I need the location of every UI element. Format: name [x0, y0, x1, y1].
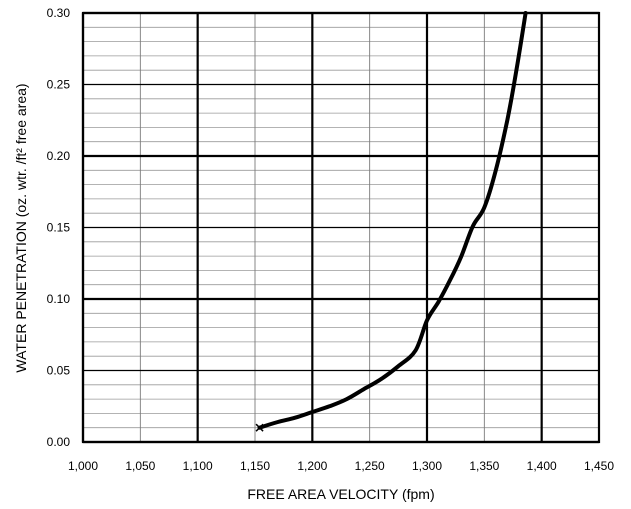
y-tick-labels: 0.00 0.05 0.10 0.15 0.20 0.25 0.30: [47, 6, 71, 449]
data-point-marker: [255, 423, 264, 432]
y-tick-label: 0.05: [47, 364, 71, 378]
y-tick-label: 0.00: [47, 435, 71, 449]
x-tick-label: 1,250: [355, 459, 385, 473]
x-tick-label: 1,000: [68, 459, 98, 473]
y-axis-label: WATER PENETRATION (oz. wtr. /ft² free ar…: [13, 83, 29, 372]
y-tick-label: 0.10: [47, 292, 71, 306]
x-tick-label: 1,200: [297, 459, 327, 473]
x-tick-label: 1,150: [240, 459, 270, 473]
x-tick-labels: 1,000 1,050 1,100 1,150 1,200 1,250 1,300 1,350…: [68, 459, 614, 473]
x-tick-label: 1,050: [125, 459, 155, 473]
major-gridlines: [81, 11, 601, 444]
x-tick-label: 1,300: [412, 459, 442, 473]
y-tick-label: 0.30: [47, 6, 71, 20]
marker-stroke: [255, 423, 264, 432]
x-tick-label: 1,100: [183, 459, 213, 473]
y-tick-label: 0.20: [47, 149, 71, 163]
x-axis-label: FREE AREA VELOCITY (fpm): [247, 486, 434, 502]
y-tick-label: 0.25: [47, 78, 71, 92]
series-line: [257, 11, 528, 430]
x-tick-label: 1,450: [584, 459, 614, 473]
x-tick-label: 1,400: [527, 459, 557, 473]
x-tick-label: 1,350: [469, 459, 499, 473]
series-layer: [255, 11, 528, 432]
plot-border: [81, 11, 601, 444]
y-tick-label: 0.15: [47, 221, 71, 235]
